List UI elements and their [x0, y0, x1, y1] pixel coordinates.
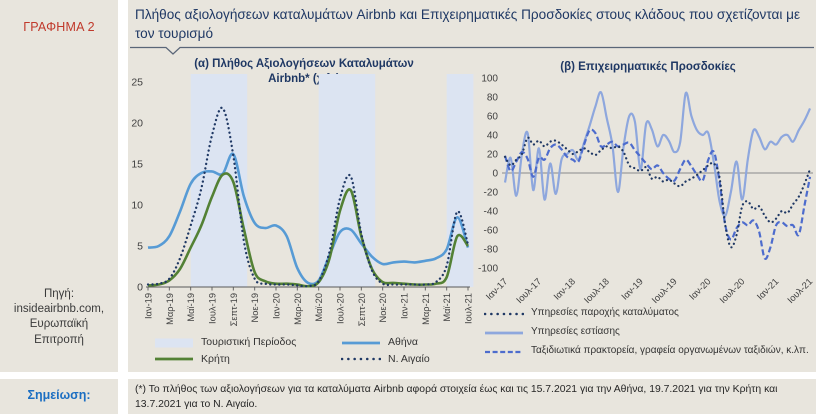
series-line-dashed — [503, 128, 812, 261]
axis-tick-label: Ιαν-21 — [400, 293, 410, 319]
series-line-solid — [503, 91, 812, 218]
series-line-dotted — [146, 106, 470, 288]
legend-label: Τουριστική Περίοδος — [201, 336, 297, 348]
legend-label: Ταξιδιωτικά πρακτορεία, γραφεία οργανωμέ… — [531, 345, 809, 356]
axis-tick-label: Ιουλ-19 — [208, 293, 218, 324]
axis-tick-label: Ιαν-19 — [144, 293, 154, 319]
axis-tick-label: Ιαν-18 — [552, 276, 577, 301]
axis-tick-label: -100 — [478, 264, 498, 275]
axis-tick-label: Ιαν-20 — [272, 293, 282, 319]
axis-tick-label: -20 — [484, 188, 499, 199]
legend-label: Αθήνα — [388, 336, 419, 348]
tourism-period-band — [446, 74, 474, 287]
source-text: Πηγή: insideairbnb.com, Ευρωπαϊκή Επιτρο… — [0, 287, 118, 348]
axis-tick-label: 0 — [492, 169, 498, 180]
axis-tick-label: Μαϊ-20 — [314, 293, 324, 322]
axis-tick-label: Ιουλ-20 — [718, 276, 747, 305]
axis-tick-label: 80 — [487, 93, 499, 104]
legend-item: Κρήτη — [154, 353, 341, 367]
legend-item: Ν. Αιγαίο — [341, 353, 494, 367]
axis-tick-label: Ιουλ-20 — [336, 293, 346, 324]
axis-tick-label: 10 — [131, 200, 143, 212]
legend-item: Αθήνα — [341, 336, 494, 350]
note-label: Σημείωση: — [27, 388, 91, 402]
axis-tick-label: Μαρ-21 — [421, 293, 431, 325]
axis-tick-label: 100 — [481, 74, 498, 85]
note-label-cell: Σημείωση: — [0, 379, 118, 414]
airbnb-reviews-chart: 0 5 10 15 20 25 Ιαν-19 Μαρ-19 Μαϊ-19 Ιουλ-19 Σεπτ-… — [131, 74, 474, 326]
legend-swatch-solid — [485, 331, 523, 335]
legend-item: Ταξιδιωτικά πρακτορεία, γραφεία οργανωμέ… — [484, 344, 814, 357]
axis-tick-label: 25 — [131, 77, 143, 89]
axis-tick-label: Ιαν-17 — [484, 276, 509, 301]
axis-tick-label: Σεπτ-19 — [229, 293, 239, 326]
axis-tick-label: 20 — [131, 118, 143, 130]
legend-label: Υπηρεσίες παροχής καταλύματος — [531, 307, 679, 318]
axis-tick-label: Νοε-20 — [378, 293, 388, 322]
axis-tick-label: -60 — [484, 226, 499, 237]
axis-tick-label: Ιουλ-19 — [650, 276, 679, 305]
footnote-text: (*) Το πλήθος των αξιολογήσεων για τα κα… — [135, 384, 778, 411]
figure-title: Πλήθος αξιολογήσεων καταλυμάτων Airbnb κ… — [135, 7, 801, 42]
axis-tick-label: 60 — [487, 112, 499, 123]
chart-b-title: (β) Επιχειρηματικές Προσδοκίες — [560, 61, 736, 73]
legend-item: Τουριστική Περίοδος — [154, 336, 341, 350]
legend-swatch-band — [155, 338, 193, 348]
axis-tick-label: Ιουλ-17 — [514, 276, 543, 305]
legend-label: Κρήτη — [201, 352, 230, 365]
series-line-solid — [147, 152, 470, 286]
legend-swatch-dotted — [341, 358, 381, 361]
axis-tick-label: 5 — [137, 241, 143, 253]
legend-label: Υπηρεσίες εστίασης — [531, 326, 620, 337]
axis-tick-label: 40 — [487, 131, 499, 142]
axis-tick-label: Νοε-19 — [250, 293, 260, 322]
series-line-dotted — [503, 136, 812, 249]
axis-tick-label: Ιαν-19 — [619, 276, 644, 301]
axis-tick-label: Μαρ-20 — [293, 293, 303, 325]
legend-swatch-solid — [155, 358, 193, 361]
figure-panel: Πλήθος αξιολογήσεων καταλυμάτων Airbnb κ… — [128, 0, 816, 372]
axis-tick-label: Σεπτ-20 — [357, 293, 367, 326]
source-line: insideairbnb.com, — [13, 303, 105, 316]
chart-a-legend: Τουριστική Περίοδος Αθήνα Κρήτη Ν. Αιγαίο — [154, 336, 494, 366]
axis-tick-label: Μαϊ-19 — [186, 293, 196, 322]
source-line: Ευρωπαϊκή — [29, 318, 89, 331]
axis-tick-label: Μαϊ-21 — [442, 293, 452, 322]
figure-label: ΓΡΑΦΗΜΑ 2 — [23, 20, 95, 34]
axis-tick-label: Ιαν-20 — [687, 276, 712, 301]
axis-tick-label: Ιουλ-21 — [785, 276, 814, 305]
axis-tick-label: -40 — [484, 207, 499, 218]
axis-tick-label: 0 — [137, 282, 143, 294]
footnote-cell: (*) Το πλήθος των αξιολογήσεων για τα κα… — [128, 379, 816, 414]
axis-tick-label: Ιουλ-18 — [582, 276, 611, 305]
axis-tick-label: 20 — [487, 150, 499, 161]
axis-tick-label: Ιουλ-21 — [464, 293, 474, 324]
axis-tick-label: -80 — [484, 245, 499, 256]
legend-item: Υπηρεσίες παροχής καταλύματος — [484, 306, 814, 319]
axis-tick-label: Ιαν-21 — [755, 276, 780, 301]
sidebar-panel: ΓΡΑΦΗΜΑ 2 Πηγή: insideairbnb.com, Ευρωπα… — [0, 0, 118, 372]
source-line: Πηγή: — [43, 288, 75, 300]
legend-item: Υπηρεσίες εστίασης — [484, 325, 814, 338]
chart-b-legend: Υπηρεσίες παροχής καταλύματος Υπηρεσίες ε… — [484, 306, 814, 363]
legend-swatch-solid — [342, 341, 380, 345]
axis-tick-label: 15 — [131, 159, 143, 171]
axis-tick-label: Μαρ-19 — [165, 293, 175, 325]
legend-label: Ν. Αιγαίο — [388, 352, 430, 365]
legend-swatch-dashed — [485, 350, 523, 354]
source-line: Επιτροπή — [34, 333, 84, 346]
title-brace-line — [130, 46, 814, 55]
legend-swatch-dotted — [484, 312, 524, 316]
